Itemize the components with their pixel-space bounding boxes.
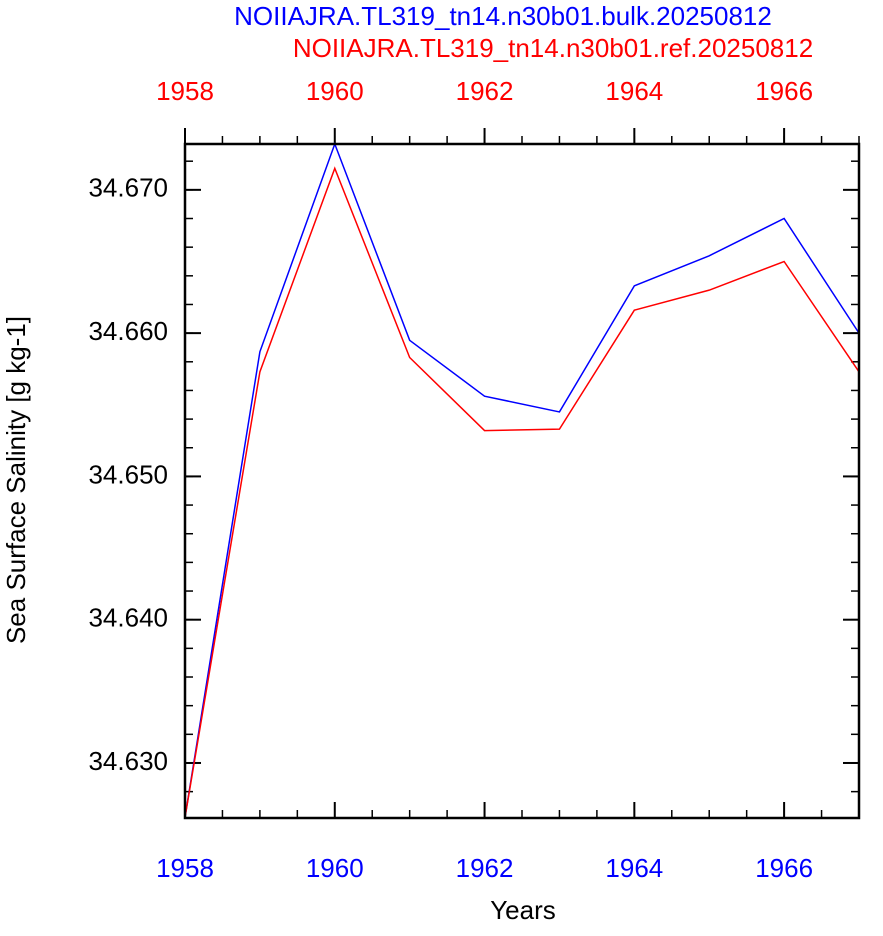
y-tick-label: 34.640 [88,603,168,633]
x-tick-label: 1958 [156,853,214,883]
x-tick-label-top: 1958 [156,76,214,106]
x-tick-label-top: 1964 [605,76,663,106]
legend-entry: NOIIAJRA.TL319_tn14.n30b01.bulk.20250812 [234,1,772,31]
x-tick-label: 1966 [755,853,813,883]
x-tick-label-top: 1962 [456,76,514,106]
y-tick-label: 34.630 [88,746,168,776]
series-line [184,166,860,818]
x-axis-label: Years [490,895,556,925]
x-tick-label-top: 1960 [306,76,364,106]
y-tick-label: 34.660 [88,316,168,346]
y-axis-label: Sea Surface Salinity [g kg-1] [1,316,31,644]
x-tick-label: 1962 [456,853,514,883]
y-tick-label: 34.670 [88,173,168,203]
series-line [184,141,860,818]
y-tick-label: 34.650 [88,459,168,489]
x-tick-label: 1960 [306,853,364,883]
legend-entry: NOIIAJRA.TL319_tn14.n30b01.ref.20250812 [293,33,813,63]
x-tick-label: 1964 [605,853,663,883]
x-tick-label-top: 1966 [755,76,813,106]
plot-frame [183,142,861,820]
